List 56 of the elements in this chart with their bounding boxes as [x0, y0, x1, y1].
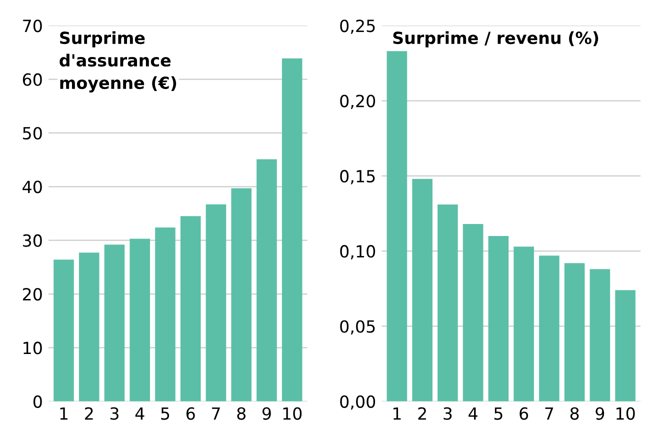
bar [514, 246, 534, 402]
bar [54, 260, 74, 402]
y-tick-label: 60 [22, 73, 42, 86]
x-tick-label: 2 [418, 407, 426, 420]
bar [462, 224, 484, 402]
x-tick-label: 1 [60, 407, 68, 420]
x-tick-label: 4 [135, 407, 144, 420]
bar [564, 263, 585, 402]
x-tick-label: 3 [444, 407, 452, 420]
x-tick-label: 10 [283, 407, 302, 420]
chart-title: Surprime / revenu (%) [393, 31, 598, 48]
x-tick-label: 1 [393, 407, 401, 420]
bar [231, 188, 252, 402]
x-tick-label: 9 [596, 407, 604, 420]
y-tick-label: 50 [23, 126, 42, 140]
bar [206, 204, 226, 402]
x-tick-label: 4 [468, 407, 478, 420]
bar [180, 216, 201, 402]
y-tick-label: 0,00 [340, 395, 376, 410]
x-tick-label: 3 [110, 407, 118, 420]
bar [590, 269, 610, 402]
y-tick-label: 40 [22, 180, 42, 194]
y-tick-label: 0,15 [340, 170, 375, 184]
bar [256, 159, 277, 402]
y-tick-label: 0,05 [340, 320, 375, 334]
bar [412, 178, 432, 402]
bar [488, 236, 509, 402]
x-tick-label: 5 [161, 407, 170, 420]
bar [539, 256, 560, 402]
x-tick-label: 8 [570, 407, 579, 420]
y-tick-label: 10 [24, 342, 42, 354]
bar [438, 204, 458, 402]
bar [130, 238, 150, 402]
y-tick-label: 0,25 [340, 20, 375, 34]
y-tick-label: 0,20 [340, 94, 376, 110]
x-tick-label: 6 [186, 407, 195, 420]
text: Surprime d'assurance moyenne (€) [60, 31, 176, 92]
x-tick-label: 7 [545, 407, 554, 420]
x-tick-label: 8 [237, 407, 246, 420]
y-tick-label: 0 [33, 395, 42, 408]
y-tick-label: 70 [23, 20, 42, 32]
y-tick-label: 20 [22, 288, 42, 301]
x-tick-label: 10 [616, 407, 635, 420]
x-tick-label: 5 [494, 407, 502, 420]
x-tick-label: 7 [212, 407, 220, 420]
x-tick-label: 6 [520, 407, 528, 420]
y-tick-label: 30 [23, 234, 42, 247]
bar [104, 244, 125, 402]
x-tick-label: 2 [85, 407, 93, 420]
bar [282, 58, 302, 402]
bar [386, 51, 408, 402]
bar [615, 290, 636, 402]
bar [78, 252, 100, 402]
x-tick-label: 9 [262, 407, 271, 420]
y-tick-label: 0,10 [340, 245, 376, 260]
bar [155, 227, 176, 402]
